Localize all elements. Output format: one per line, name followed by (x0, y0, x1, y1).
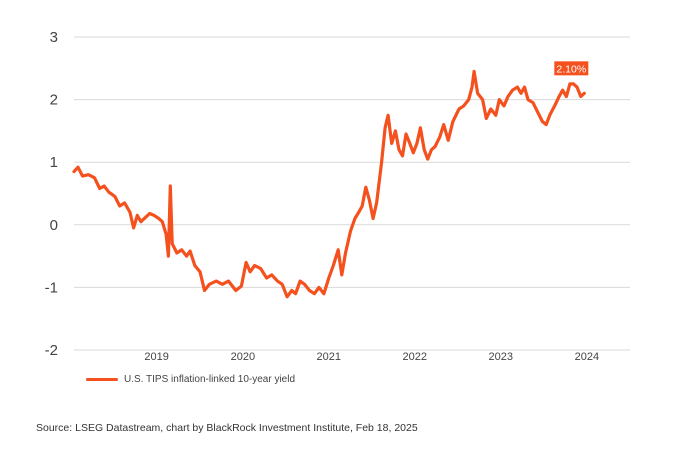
y-tick-label: -2 (45, 342, 58, 359)
gridlines (74, 36, 630, 351)
end-value-label: 2.10% (556, 63, 586, 75)
y-tick-label: 2 (50, 92, 58, 109)
y-tick-label: 0 (50, 217, 58, 234)
legend: U.S. TIPS inflation-linked 10-year yield (86, 374, 295, 385)
x-tick-label: 2020 (231, 351, 255, 363)
x-tick-label: 2019 (144, 351, 168, 363)
y-axis-ticks: 3 2 1 0 -1 -2 (45, 29, 58, 359)
source-note: Source: LSEG Datastream, chart by BlackR… (36, 422, 418, 434)
series-layer (72, 69, 586, 299)
x-tick-label: 2022 (403, 351, 427, 363)
series-line (72, 69, 586, 299)
x-tick-label: 2021 (317, 351, 341, 363)
end-value-badge (554, 61, 589, 76)
x-axis-ticks: 2019 2020 2021 2022 2023 2024 (144, 351, 599, 363)
x-tick-label: 2023 (488, 351, 512, 363)
legend-swatch (86, 378, 118, 381)
y-tick-label: 3 (50, 29, 58, 46)
end-value-label-group: 2.10% (554, 61, 589, 76)
y-tick-label: -1 (45, 279, 58, 296)
x-tick-label: 2024 (575, 351, 599, 363)
legend-label: U.S. TIPS inflation-linked 10-year yield (124, 374, 296, 385)
y-tick-label: 1 (50, 154, 58, 171)
